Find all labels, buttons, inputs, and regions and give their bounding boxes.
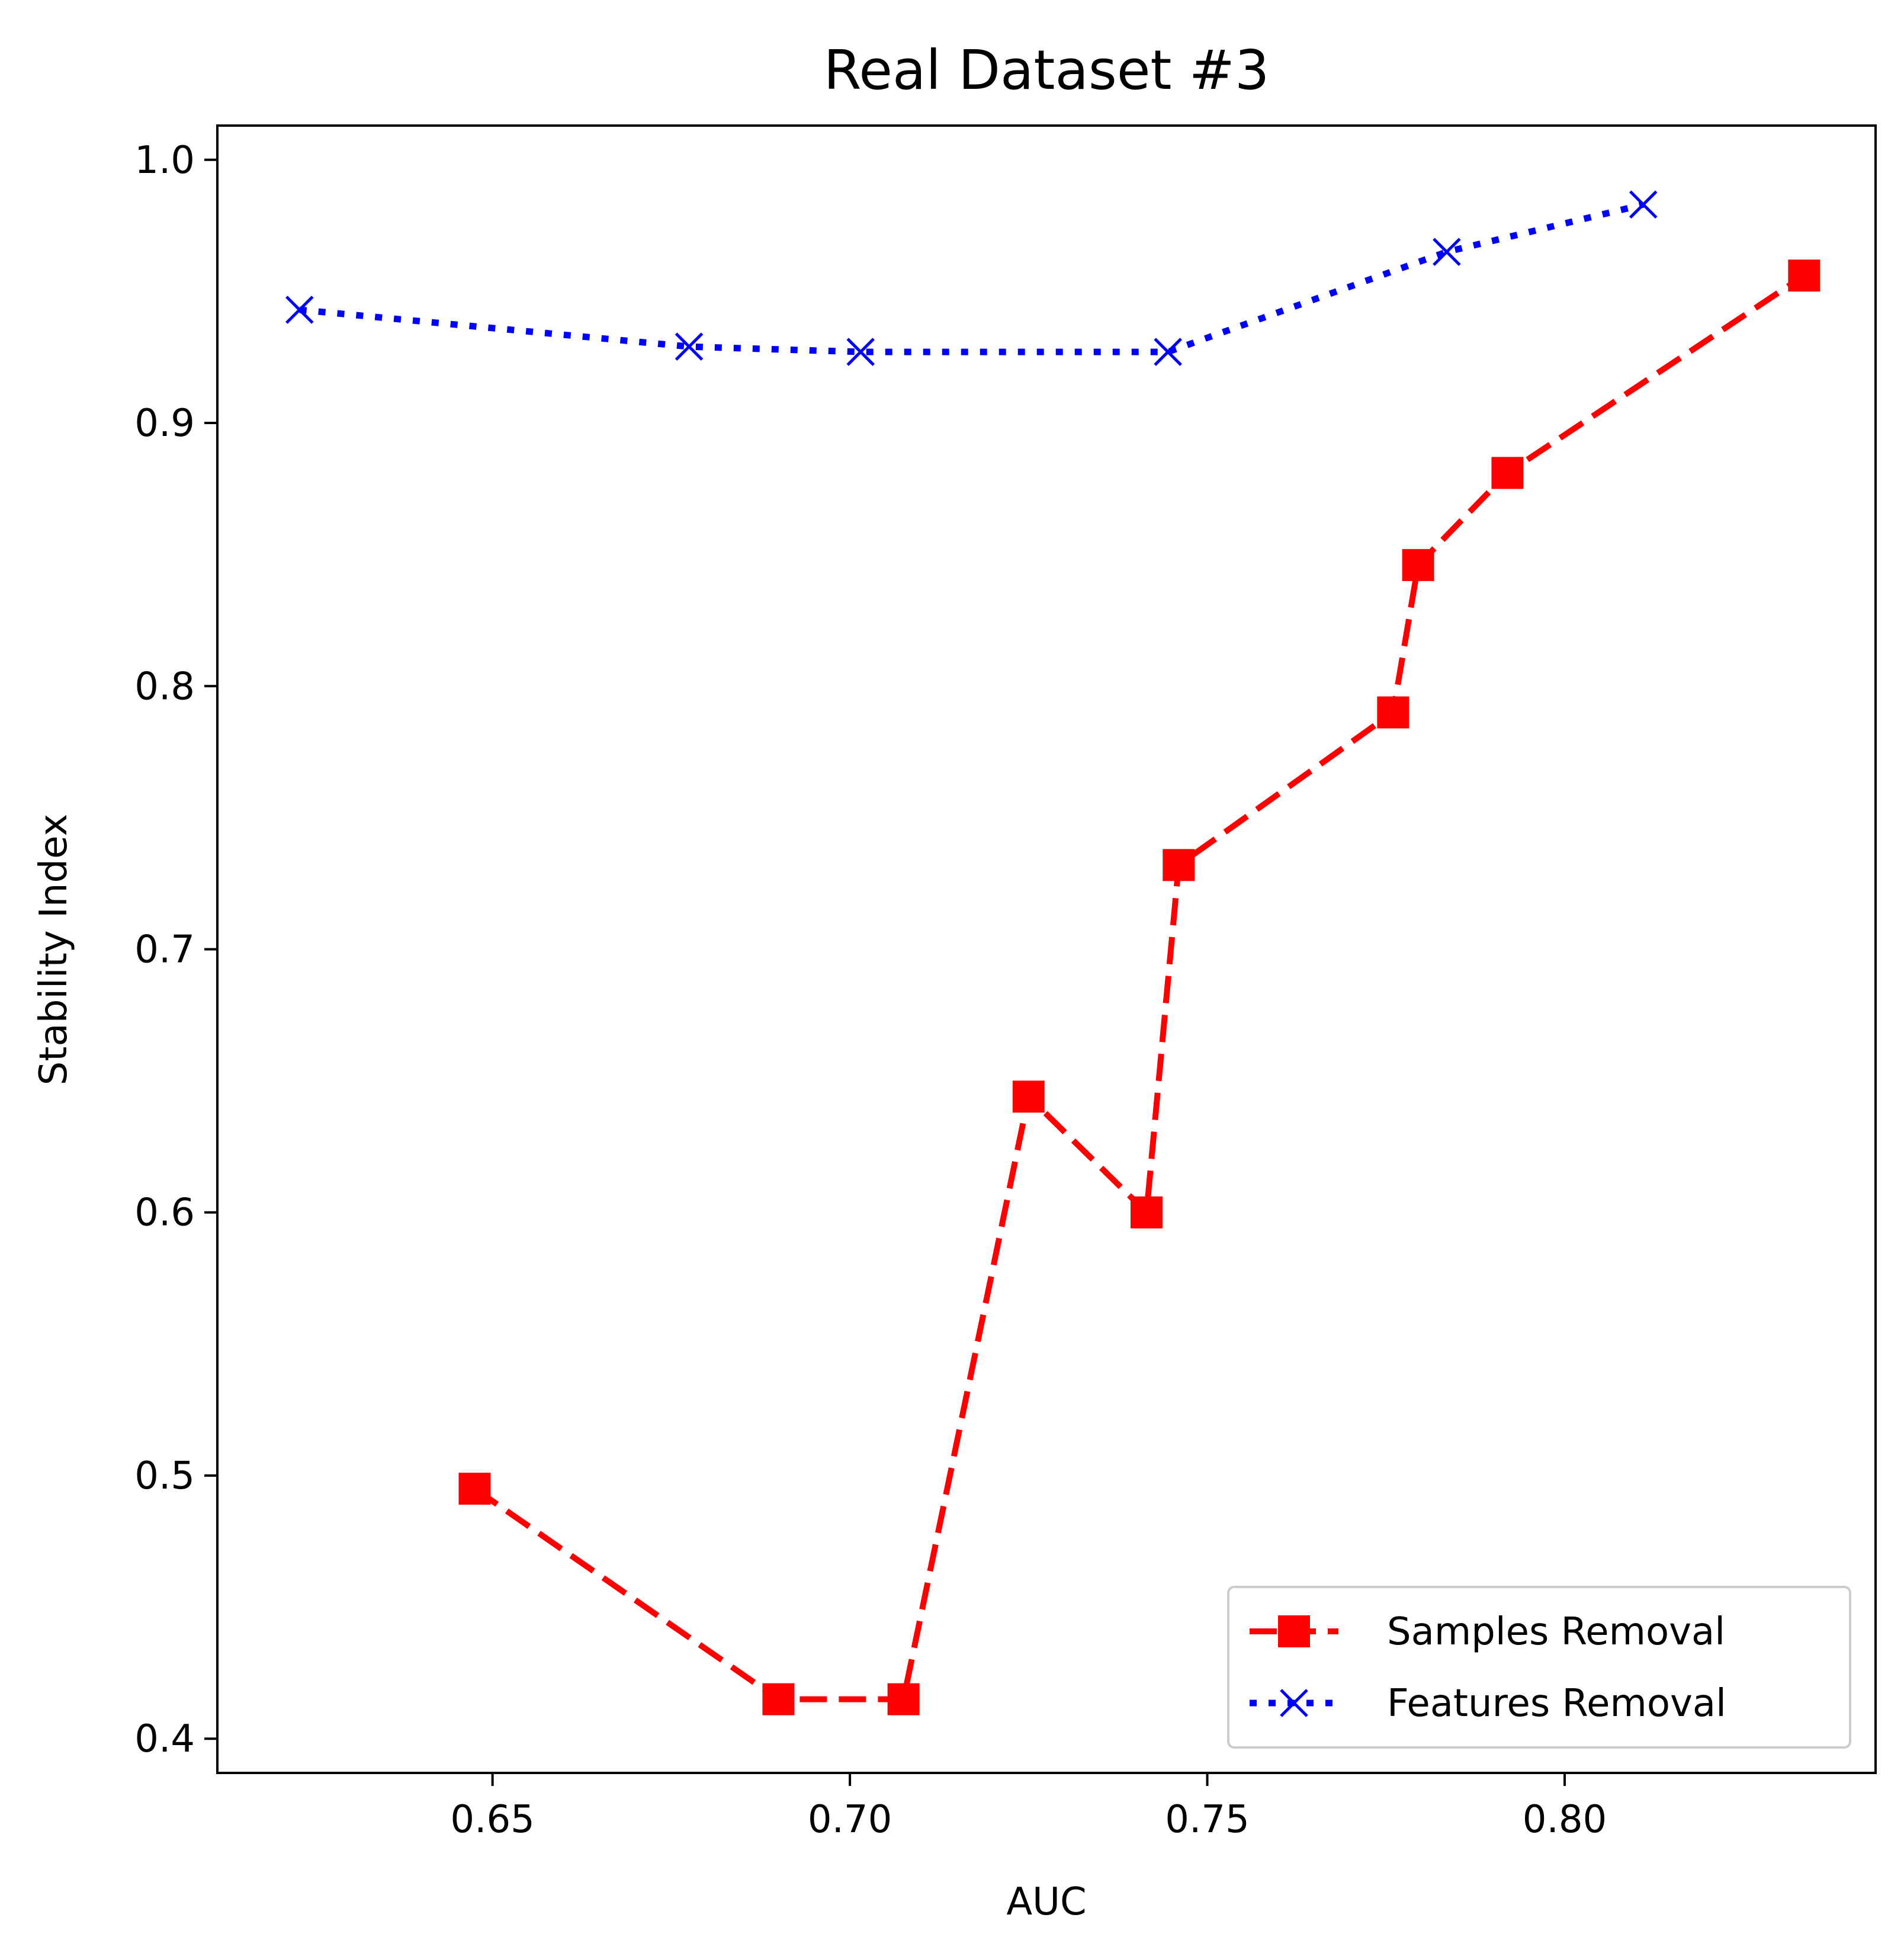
data-point-samples-removal bbox=[1012, 1080, 1045, 1113]
x-tick-label: 0.80 bbox=[1523, 1798, 1607, 1842]
y-tick-label: 1.0 bbox=[134, 139, 195, 182]
data-point-samples-removal bbox=[762, 1683, 795, 1715]
legend-entry-samples-removal: Samples Removal bbox=[1250, 1610, 1725, 1654]
data-point-samples-removal bbox=[1163, 849, 1195, 881]
data-point-features-removal bbox=[1154, 338, 1182, 366]
x-tick-label: 0.75 bbox=[1165, 1798, 1250, 1842]
series-samples-removal bbox=[458, 259, 1820, 1715]
y-axis: 0.4 0.5 0.6 0.7 0.8 0.9 1.0 bbox=[134, 139, 217, 1761]
y-tick-label: 0.9 bbox=[134, 402, 195, 445]
legend-label: Features Removal bbox=[1387, 1682, 1726, 1726]
y-axis-label: Stability Index bbox=[32, 814, 76, 1085]
y-tick-label: 0.7 bbox=[134, 928, 195, 972]
data-point-features-removal bbox=[846, 338, 875, 366]
legend-entry-features-removal: Features Removal bbox=[1250, 1682, 1726, 1726]
legend-marker bbox=[1278, 1615, 1310, 1647]
chart-title: Real Dataset #3 bbox=[824, 39, 1270, 102]
data-point-samples-removal bbox=[1402, 549, 1434, 581]
y-tick-label: 0.4 bbox=[134, 1717, 195, 1761]
x-axis-label: AUC bbox=[1006, 1880, 1086, 1924]
legend-box bbox=[1227, 1586, 1851, 1749]
series-line-samples-removal bbox=[473, 273, 1806, 1702]
y-tick-label: 0.6 bbox=[134, 1191, 195, 1235]
series-line-features-removal bbox=[299, 201, 1645, 355]
data-point-features-removal bbox=[1433, 238, 1461, 267]
data-point-samples-removal bbox=[887, 1683, 920, 1715]
y-tick-label: 0.8 bbox=[134, 665, 195, 708]
x-axis: 0.65 0.70 0.75 0.80 bbox=[450, 1773, 1607, 1842]
plot-area bbox=[285, 190, 1820, 1715]
legend: Samples Removal Features Removal bbox=[1227, 1586, 1851, 1749]
series-features-removal bbox=[285, 190, 1658, 366]
y-tick-label: 0.5 bbox=[134, 1454, 195, 1498]
data-point-samples-removal bbox=[1377, 696, 1409, 729]
data-point-samples-removal bbox=[458, 1473, 491, 1505]
data-point-features-removal bbox=[1629, 190, 1658, 219]
data-point-samples-removal bbox=[1130, 1196, 1163, 1229]
x-tick-label: 0.65 bbox=[450, 1798, 535, 1842]
data-point-features-removal bbox=[675, 332, 704, 361]
x-tick-label: 0.70 bbox=[808, 1798, 892, 1842]
data-point-features-removal bbox=[285, 296, 314, 324]
data-point-samples-removal bbox=[1491, 457, 1524, 489]
data-point-samples-removal bbox=[1788, 259, 1820, 292]
legend-label: Samples Removal bbox=[1387, 1610, 1725, 1654]
legend-marker bbox=[1280, 1689, 1308, 1717]
